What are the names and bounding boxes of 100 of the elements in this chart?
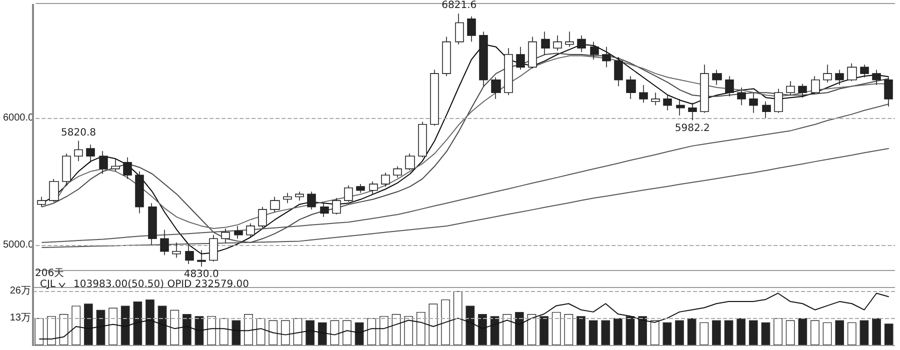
annotation: 5982.2 — [674, 122, 710, 134]
bar — [96, 310, 106, 346]
candlestick — [160, 229, 169, 256]
candlestick — [786, 80, 795, 96]
candlestick — [762, 101, 771, 118]
bar — [120, 306, 130, 346]
candlestick — [185, 244, 194, 264]
candlestick — [565, 31, 574, 48]
bar — [552, 312, 561, 346]
y-tick-label: 13万 — [10, 312, 31, 324]
candlestick — [712, 69, 722, 86]
bar — [133, 302, 142, 346]
bar — [576, 316, 586, 346]
candlestick — [491, 76, 501, 100]
candlestick — [774, 88, 783, 114]
candlestick — [479, 31, 488, 87]
candlestick — [872, 69, 881, 86]
candlestick — [860, 64, 869, 78]
candlestick — [135, 170, 144, 214]
candlestick — [737, 87, 746, 106]
candlestick — [381, 172, 390, 187]
candlestick — [320, 202, 329, 218]
bar — [146, 299, 154, 346]
bar — [170, 310, 180, 346]
candlestick — [283, 192, 292, 204]
candlestick — [99, 150, 108, 174]
candlestick — [295, 191, 304, 201]
bar — [330, 320, 340, 346]
bar — [700, 322, 709, 346]
candlestick — [504, 48, 513, 96]
bar — [872, 318, 881, 346]
candlestick — [614, 56, 623, 87]
bar — [428, 304, 438, 346]
bar — [847, 322, 856, 346]
bar — [786, 320, 795, 346]
candlestick — [676, 98, 685, 116]
bar — [182, 314, 192, 346]
bar — [194, 316, 204, 346]
candlestick — [258, 206, 267, 229]
bar — [761, 322, 770, 346]
bar — [84, 304, 93, 346]
bar — [207, 316, 216, 346]
annotation: 5820.8 — [61, 127, 96, 138]
bar — [72, 306, 81, 346]
candlestick — [307, 191, 316, 210]
bar — [158, 306, 167, 346]
candlestick — [418, 121, 427, 158]
candlestick — [651, 92, 660, 106]
bar — [662, 322, 672, 346]
candlestick — [430, 69, 439, 126]
bar — [588, 320, 598, 346]
bar — [687, 318, 696, 346]
bar — [380, 316, 388, 346]
candlestick — [688, 102, 697, 121]
candlestick — [553, 35, 562, 52]
bar — [318, 322, 327, 346]
candlestick — [344, 184, 353, 202]
candlestick — [590, 41, 599, 60]
bar — [478, 314, 487, 346]
candlestick — [221, 228, 230, 243]
candlestick — [811, 76, 820, 94]
candlestick — [209, 234, 218, 262]
candlestick — [270, 196, 280, 212]
candlestick — [884, 76, 893, 107]
bar — [392, 314, 401, 346]
candlestick — [847, 62, 857, 82]
candlestick — [356, 184, 365, 194]
bar — [822, 322, 832, 346]
bar — [306, 320, 315, 346]
bar — [502, 314, 512, 346]
candlestick — [467, 16, 476, 42]
annotation: 6821.6 — [442, 0, 477, 12]
line-series — [41, 104, 890, 243]
candlestick — [246, 223, 255, 238]
bar — [232, 320, 241, 346]
bar — [540, 316, 548, 346]
bar — [798, 318, 808, 346]
bar — [884, 324, 894, 346]
bar — [244, 314, 253, 346]
bar — [268, 320, 278, 346]
bar — [748, 320, 758, 346]
candlestick — [197, 250, 206, 267]
bar — [527, 314, 536, 346]
candlestick — [639, 84, 648, 104]
bar — [466, 306, 475, 346]
candlestick — [62, 153, 71, 184]
candlestick — [86, 144, 95, 163]
candlestick — [442, 36, 451, 76]
candlestick — [455, 13, 464, 45]
candlestick — [516, 46, 525, 70]
bar — [59, 314, 68, 346]
candlestick — [332, 198, 341, 215]
annotation: 206天 — [35, 267, 64, 280]
bar — [860, 320, 869, 346]
candlestick — [49, 178, 59, 202]
bar — [219, 318, 228, 346]
candlestick — [798, 83, 807, 98]
candlestick — [626, 76, 636, 100]
bar — [34, 318, 44, 346]
bar — [453, 291, 462, 346]
